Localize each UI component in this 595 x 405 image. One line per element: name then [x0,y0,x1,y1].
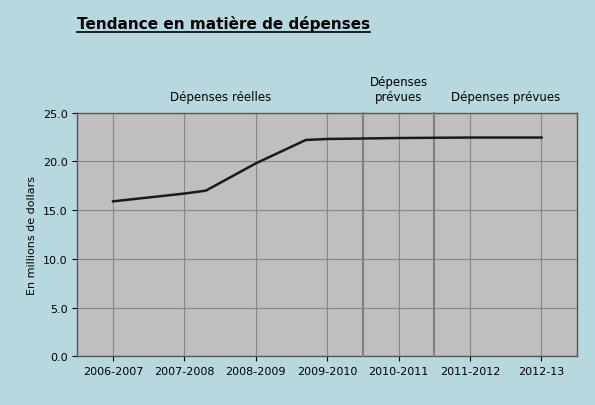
Text: Dépenses
prévues: Dépenses prévues [369,76,428,104]
Text: Dépenses prévues: Dépenses prévues [451,91,560,104]
Y-axis label: En millions de dollars: En millions de dollars [27,175,37,294]
Text: Tendance en matière de dépenses: Tendance en matière de dépenses [77,16,371,32]
Text: Dépenses réelles: Dépenses réelles [170,91,271,104]
